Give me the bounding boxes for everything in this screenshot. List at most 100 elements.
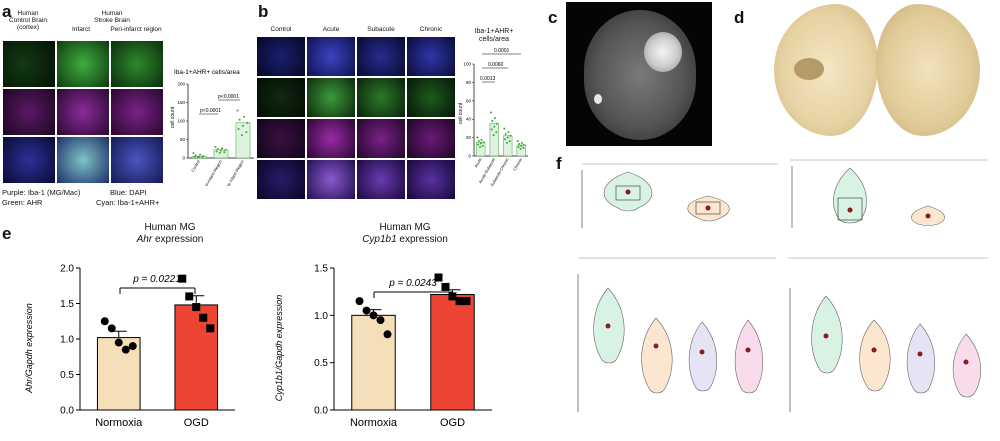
chart-e1-point: [107, 324, 116, 333]
chart-b-point: [482, 141, 485, 144]
panel-a-legend-purple: Purple: Iba-1 (MG/Mac): [2, 188, 81, 197]
panel-b-header-control: Control: [270, 26, 292, 33]
chart-a-point: [198, 155, 200, 158]
chart-b-ytick-label: 100: [463, 62, 471, 67]
chart-b-bar: [476, 141, 486, 157]
micrograph-tile: [110, 40, 164, 88]
chart-e1-category-label: OGD: [184, 417, 209, 429]
chart-a-ylabel: cell count: [170, 106, 176, 128]
chart-a-point: [192, 152, 195, 155]
chart-b-point: [490, 128, 493, 131]
chart-e2-point: [376, 316, 385, 325]
micrograph-tile: [256, 118, 306, 159]
chart-b-point: [519, 147, 522, 150]
chart-a-point: [215, 150, 218, 153]
panel-a-legend-green: Green: AHR: [2, 198, 43, 207]
panel-a-chart: Iba-1+AHR+ cells/area 0 50 100 150 200 cell …: [170, 69, 254, 186]
chart-b-point: [479, 146, 482, 149]
chart-a-category-label: Stroke Infarct Region: [222, 159, 245, 186]
violin-plot-bottom-right: [788, 257, 988, 412]
violin-plot-top-right: [790, 159, 988, 228]
chart-e1-point: [121, 345, 130, 354]
chart-b-point: [522, 143, 525, 146]
chart-b-point: [476, 136, 479, 139]
micrograph-tile: [2, 40, 56, 88]
panel-a-sub-periinfarct: Peri-infarct region: [110, 26, 162, 33]
micrograph-tile: [56, 88, 110, 136]
chart-a-point: [243, 115, 246, 118]
chart-e1-ytick-label: 1.5: [60, 299, 74, 310]
violin-plot-top-left: [581, 163, 778, 228]
chart-a-point: [220, 149, 222, 152]
chart-e1-suffix: expression: [152, 234, 204, 245]
micrograph-tile: [356, 77, 406, 118]
micrograph-tile: [110, 136, 164, 184]
chart-b-pvalue-3: 0.0013: [480, 76, 496, 82]
mri-image: [566, 2, 712, 146]
chart-a-point: [246, 121, 249, 124]
chart-e1-title-line2: Ahr expression: [100, 234, 240, 246]
chart-e1-pvalue: p = 0.0221: [132, 274, 181, 285]
chart-e1-gene: Ahr: [136, 234, 153, 245]
violin-shape: [833, 167, 867, 224]
chart-a-ytick-label: 100: [177, 119, 185, 124]
chart-e1-bar: [174, 304, 219, 411]
panel-a-sub-infarct: Infarct: [71, 26, 91, 33]
chart-b-point: [517, 145, 520, 148]
violin-shape: [641, 317, 673, 394]
chart-a-point: [245, 131, 248, 134]
chart-a-ytick-label: 50: [180, 137, 186, 142]
panel-b-label: b: [258, 2, 269, 21]
micrograph-tile: [2, 136, 56, 184]
brain-section-lesion: [794, 58, 824, 80]
chart-a-point: [199, 153, 202, 156]
chart-a-point: [242, 124, 244, 127]
chart-a-point: [216, 148, 219, 151]
panel-a-header-control: Human Control Brain (cortex): [9, 10, 47, 31]
chart-a-ytick-label: 150: [177, 100, 185, 105]
panel-b-image-grid: [256, 36, 456, 200]
chart-a-point: [194, 154, 197, 157]
panel-e-label: e: [2, 224, 12, 243]
panel-b-header-chronic: Chronic: [419, 26, 443, 33]
chart-e2-point: [362, 306, 371, 315]
panel-a-image-grid: [2, 40, 164, 184]
chart-a-point: [236, 109, 239, 112]
chart-a-category-label: Control: [190, 159, 201, 173]
chart-e1-ytick-label: 0.0: [60, 406, 74, 417]
micrograph-tile: [256, 36, 306, 77]
chart-e1-ylabel: Ahr/Gapdh expression: [24, 303, 34, 394]
chart-e2-ytick-label: 0.0: [314, 406, 328, 417]
chart-b-point: [503, 127, 506, 130]
chart-b-bar: [503, 135, 513, 157]
chart-e1-point: [185, 292, 194, 301]
chart-b-pvalue-2: 0.0060: [488, 62, 504, 68]
chart-e2-point: [455, 297, 464, 306]
chart-b-ylabel: cell count: [458, 102, 464, 124]
chart-b-point: [489, 111, 492, 114]
chart-b-point: [477, 139, 480, 142]
chart-b-point: [492, 134, 495, 137]
chart-b-point: [493, 117, 496, 120]
chart-e2-bar: [351, 314, 396, 411]
chart-a-point: [221, 147, 224, 150]
chart-e2-ytick-label: 1.0: [314, 311, 328, 322]
chart-b-point: [520, 142, 523, 145]
micrograph-tile: [110, 88, 164, 136]
chart-e2-ytick-label: 1.5: [314, 264, 328, 275]
micrograph-tile: [356, 159, 406, 200]
violin-shape: [952, 333, 982, 398]
chart-b-ytick-label: 0: [468, 154, 471, 159]
chart-b-ytick-label: 20: [466, 135, 472, 140]
chart-e2-point: [441, 282, 450, 291]
violin-plot-bottom-left: [577, 257, 776, 412]
chart-e1: Ahr/Gapdh expression 0.0 0.5 1.0 1.5 2.0 Nor…: [24, 264, 235, 429]
panel-b-chart-title: Iba-1+AHR+ cells/area: [474, 28, 514, 43]
violin-shape: [906, 323, 936, 394]
chart-e1-point: [178, 274, 187, 283]
panel-a-legend-blue: Blue: DAPI: [110, 188, 147, 197]
chart-e2-gene: Cyp1b1: [362, 234, 397, 245]
chart-e2-ylabel: Cyp1b1/Gapdh expression: [274, 295, 284, 402]
chart-b-ytick-label: 40: [466, 117, 472, 122]
chart-a-pvalue-1: p<0.0001: [200, 108, 221, 114]
